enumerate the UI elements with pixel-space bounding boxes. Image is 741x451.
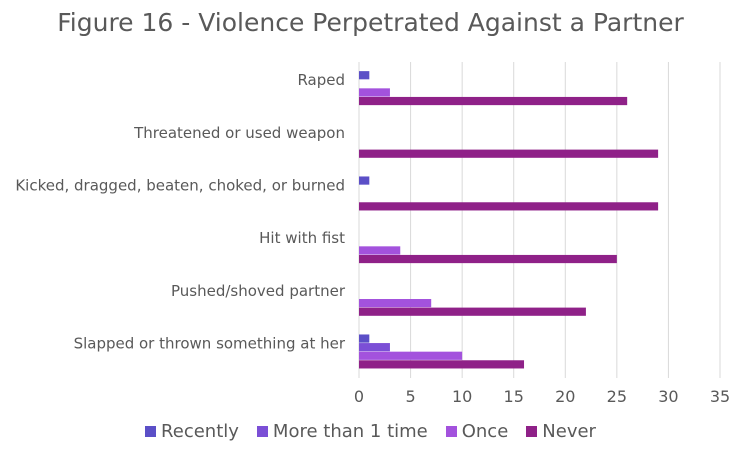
bar (359, 254, 617, 264)
bar (359, 343, 390, 352)
legend-swatch (526, 426, 538, 437)
bar (359, 88, 390, 97)
category-label: Raped (297, 71, 345, 89)
category-label: Hit with fist (259, 229, 345, 247)
legend-label: More than 1 time (272, 421, 428, 442)
legend-swatch (445, 426, 457, 437)
bar (359, 202, 659, 211)
bars (359, 71, 659, 369)
x-tick-label: 15 (504, 387, 524, 406)
bar (359, 96, 628, 106)
gridlines (358, 62, 721, 378)
legend-swatch (145, 426, 157, 437)
legend-item: Recently (145, 421, 239, 442)
x-tick-label: 25 (607, 387, 627, 406)
bar (359, 360, 525, 369)
category-label: Threatened or used weapon (133, 124, 345, 142)
bar (359, 307, 586, 316)
x-tick-label: 30 (658, 387, 678, 406)
bar (359, 71, 370, 80)
x-tick-label: 10 (452, 387, 472, 406)
legend-label: Never (542, 421, 596, 442)
category-label: Slapped or thrown something at her (74, 334, 346, 352)
legend-label: Once (461, 421, 509, 442)
tick-labels: 0 5 10 15 20 25 30 35 (354, 387, 730, 406)
legend: Recently More than 1 time Once Never (0, 421, 741, 442)
legend-item: Once (445, 421, 509, 442)
chart-title: Figure 16 - Violence Perpetrated Against… (57, 8, 684, 37)
x-tick-label: 20 (555, 387, 575, 406)
bar (359, 246, 401, 255)
legend-item: Never (526, 421, 596, 442)
bar (359, 299, 432, 308)
legend-swatch (256, 426, 268, 437)
category-label: Pushed/shoved partner (171, 282, 346, 300)
bar (359, 334, 370, 343)
legend-item: More than 1 time (256, 421, 428, 442)
category-labels: Raped Threatened or used weapon Kicked, dr… (15, 71, 345, 352)
bar (359, 176, 370, 185)
category-label: Kicked, dragged, beaten, choked, or burn… (15, 176, 345, 194)
bar (359, 351, 463, 360)
x-tick-label: 35 (710, 387, 730, 406)
x-tick-label: 5 (405, 387, 415, 406)
x-tick-label: 0 (354, 387, 364, 406)
legend-label: Recently (161, 421, 239, 442)
bar (359, 149, 659, 158)
